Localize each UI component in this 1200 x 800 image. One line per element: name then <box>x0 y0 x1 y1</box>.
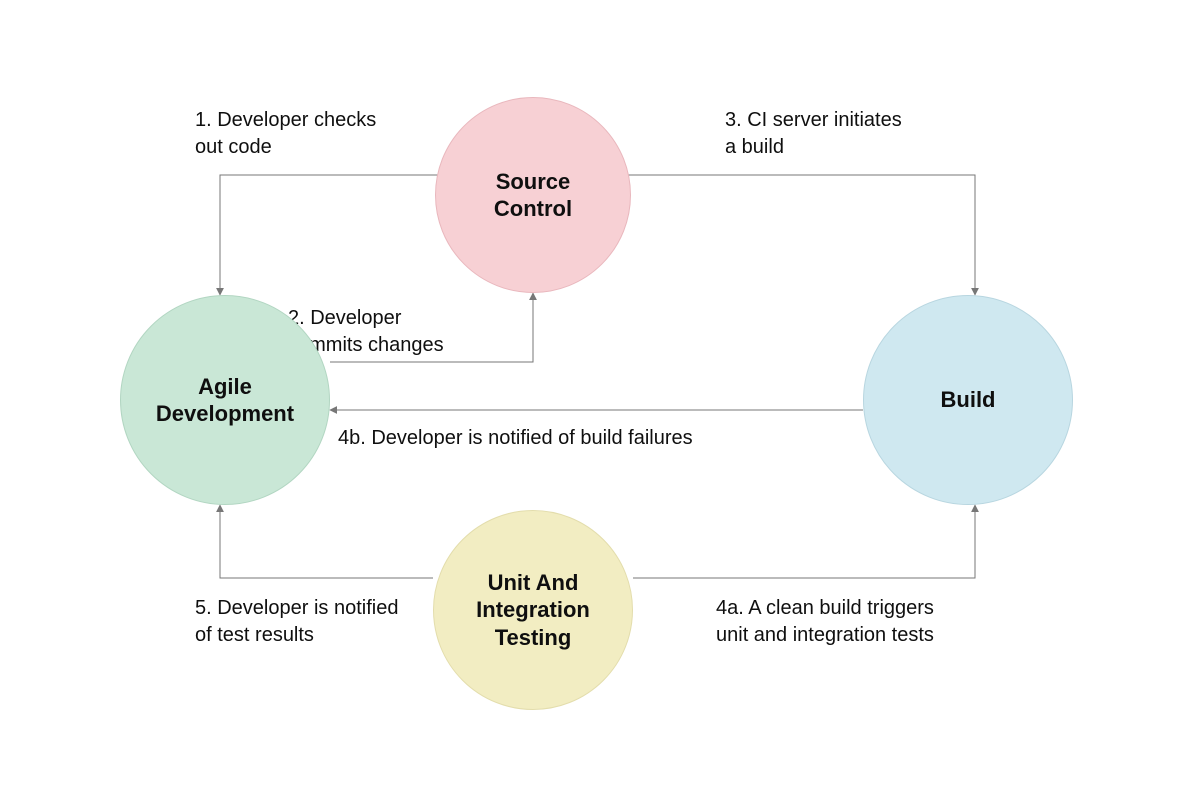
ci-flow-diagram: 1. Developer checksout code2. Developerc… <box>0 0 1200 800</box>
edge-label-e3: 3. CI server initiatesa build <box>725 107 902 161</box>
edge-e4a <box>633 505 975 578</box>
node-agile: AgileDevelopment <box>120 295 330 505</box>
edge-label-e4a: 4a. A clean build triggersunit and integ… <box>716 595 934 649</box>
node-label-source_control: SourceControl <box>494 168 572 223</box>
edge-label-e4b: 4b. Developer is notified of build failu… <box>338 425 693 452</box>
node-build: Build <box>863 295 1073 505</box>
edge-e5 <box>220 505 433 578</box>
node-label-testing: Unit AndIntegrationTesting <box>476 569 590 652</box>
node-testing: Unit AndIntegrationTesting <box>433 510 633 710</box>
edge-label-e5: 5. Developer is notifiedof test results <box>195 595 398 649</box>
edge-label-e1: 1. Developer checksout code <box>195 107 376 161</box>
node-label-agile: AgileDevelopment <box>156 373 294 428</box>
node-label-build: Build <box>941 386 996 414</box>
node-source_control: SourceControl <box>435 97 631 293</box>
